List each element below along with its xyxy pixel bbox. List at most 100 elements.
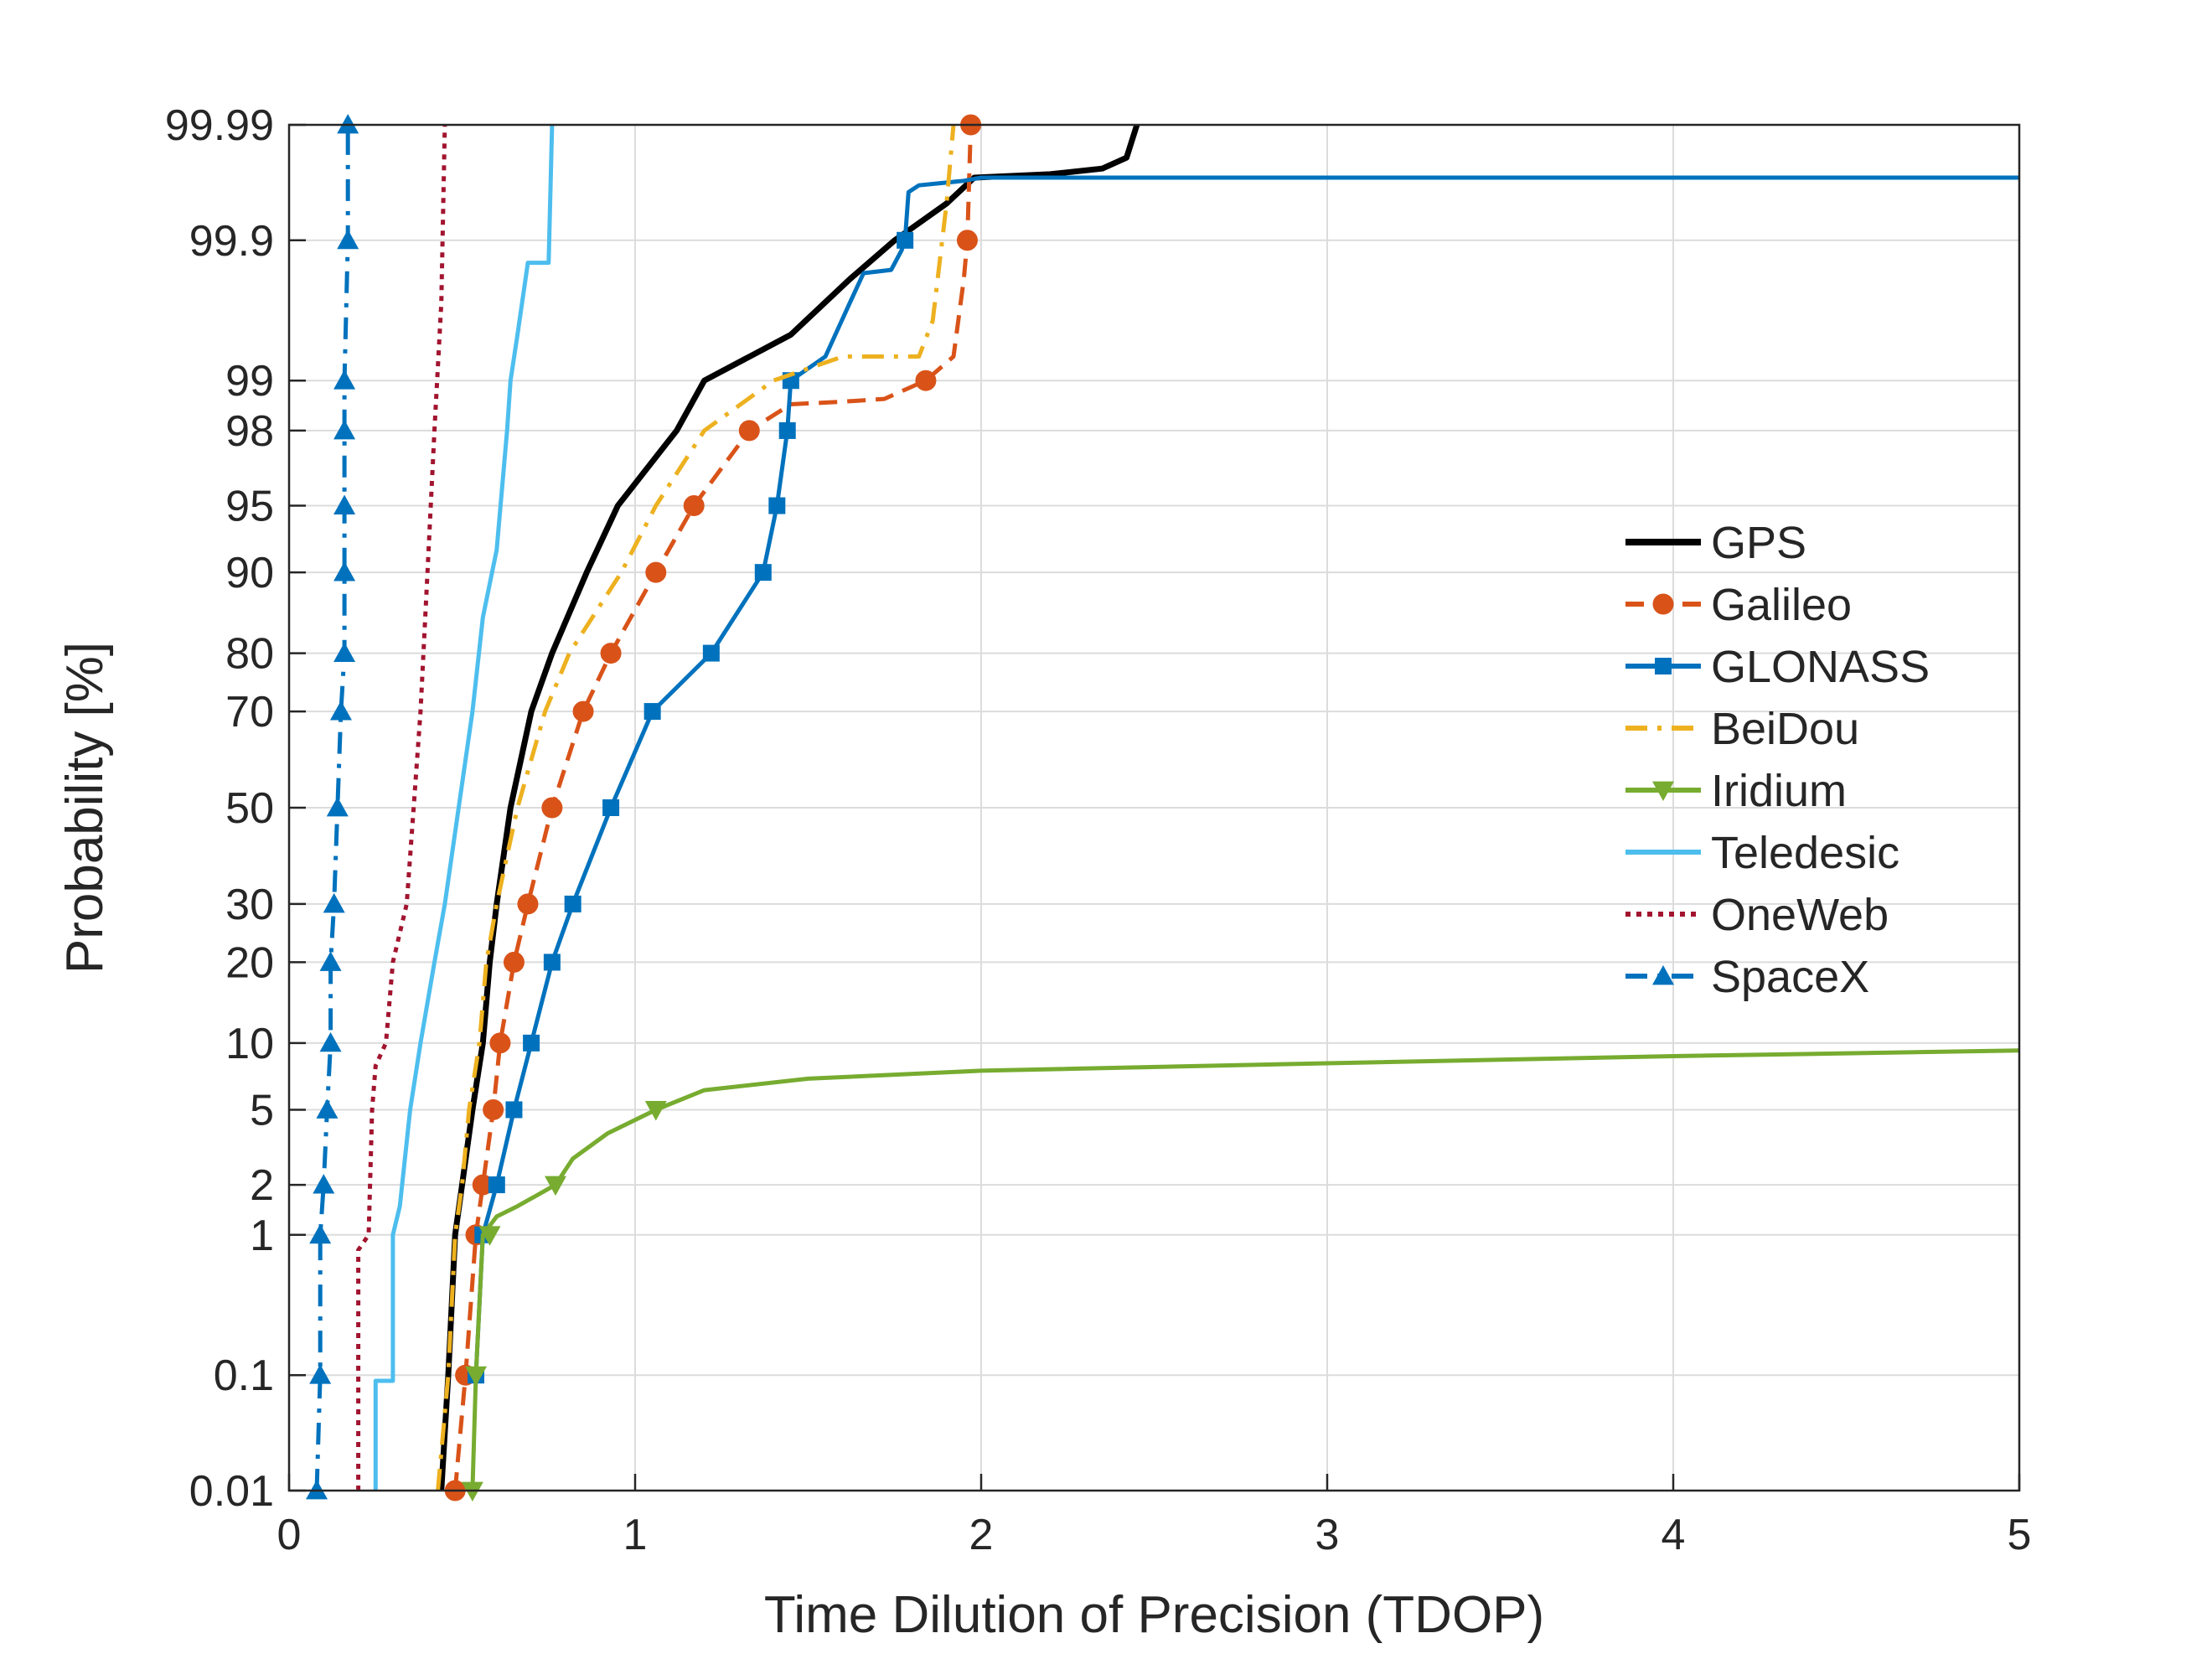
y-tick-label: 99 [225, 357, 274, 406]
legend-item-gps: GPS [1625, 518, 1806, 568]
data-point-galileo [645, 561, 667, 583]
data-point-spacex [333, 561, 356, 581]
data-point-spacex [326, 797, 349, 817]
data-point-glonass [778, 421, 796, 439]
series-spacex [306, 114, 359, 1500]
y-tick-label: 90 [225, 549, 274, 597]
data-point-spacex [319, 951, 342, 971]
data-point-iridium [465, 1366, 488, 1387]
legend-label: BeiDou [1711, 704, 1859, 754]
data-point-spacex [319, 1031, 342, 1052]
legend-label: Galileo [1711, 580, 1852, 630]
series-glonass [468, 175, 2019, 1384]
x-tick-label: 5 [2008, 1511, 2032, 1559]
data-point-galileo [541, 797, 563, 819]
data-point-galileo [489, 1032, 511, 1054]
data-point-glonass [602, 799, 620, 816]
data-point-galileo [503, 951, 525, 973]
legend-item-galileo: Galileo [1625, 580, 1852, 630]
legend-label: OneWeb [1711, 890, 1889, 940]
y-tick-label: 80 [225, 630, 274, 679]
data-point-galileo [517, 893, 539, 915]
y-tick-label: 98 [225, 407, 274, 456]
legend-item-iridium: Iridium [1625, 766, 1847, 816]
data-point-galileo [483, 1098, 504, 1120]
data-point-galileo [572, 700, 594, 722]
data-point-spacex [309, 1223, 332, 1244]
x-tick-label: 3 [1315, 1511, 1340, 1559]
legend-label: GLONASS [1711, 642, 1930, 692]
data-point-spacex [306, 1480, 328, 1500]
y-tick-label: 10 [225, 1020, 274, 1068]
data-point-glonass [643, 703, 661, 721]
data-point-spacex [329, 700, 352, 721]
y-tick-label: 20 [225, 938, 274, 987]
data-point-glonass [543, 954, 561, 971]
data-point-glonass [702, 644, 720, 662]
data-point-iridium [478, 1226, 501, 1246]
data-point-glonass [488, 1176, 505, 1194]
x-axis-ticks: 0 1 2 3 4 5 [277, 1474, 2032, 1559]
y-tick-label: 0.01 [189, 1467, 274, 1516]
y-tick-label: 70 [225, 688, 274, 736]
grid [289, 125, 2019, 1491]
y-tick-label: 99.99 [165, 101, 274, 150]
data-point-glonass [523, 1034, 540, 1052]
y-tick-label: 30 [225, 881, 274, 929]
y-tick-label: 99.9 [189, 217, 274, 266]
data-point-galileo [683, 495, 705, 517]
data-point-glonass [505, 1101, 523, 1119]
data-point-glonass [754, 564, 772, 581]
data-point-galileo [600, 643, 622, 664]
legend: GPS Galileo GLONASS BeiDou Iridium Teledesic O… [1625, 518, 1930, 1002]
series-line-galileo [452, 124, 974, 1491]
series-line-teledesic [373, 124, 555, 1491]
data-point-spacex [309, 1364, 332, 1384]
y-axis-label: Probability [%] [56, 642, 114, 974]
data-point-spacex [337, 114, 359, 134]
legend-item-beidou: BeiDou [1625, 704, 1859, 754]
data-point-spacex [316, 1098, 339, 1119]
data-point-spacex [333, 370, 356, 390]
y-tick-label: 95 [225, 483, 274, 531]
data-point-spacex [333, 642, 356, 662]
y-tick-label: 5 [250, 1086, 274, 1134]
series-lines [306, 114, 2020, 1501]
legend-item-spacex: SpaceX [1625, 952, 1869, 1002]
data-point-spacex [333, 494, 356, 514]
data-point-spacex [313, 1174, 335, 1194]
data-point-iridium [461, 1481, 483, 1501]
series-teledesic [373, 124, 555, 1491]
legend-item-oneweb: OneWeb [1625, 890, 1889, 940]
y-tick-label: 50 [225, 784, 274, 833]
series-line-spacex [314, 125, 350, 1491]
y-tick-label: 0.1 [214, 1351, 274, 1400]
legend-marker [1652, 593, 1674, 615]
y-tick-label: 1 [250, 1212, 274, 1260]
legend-label: SpaceX [1711, 952, 1869, 1002]
legend-item-teledesic: Teledesic [1625, 828, 1899, 878]
x-tick-label: 4 [1662, 1511, 1686, 1559]
data-point-galileo [915, 370, 937, 391]
legend-marker [1652, 781, 1674, 801]
data-point-iridium [545, 1176, 567, 1196]
data-point-glonass [768, 497, 786, 514]
series-iridium [461, 1048, 2020, 1501]
data-point-galileo [956, 230, 978, 251]
x-axis-label: Time Dilution of Precision (TDOP) [764, 1586, 1544, 1644]
legend-label: GPS [1711, 518, 1806, 568]
data-point-spacex [323, 892, 345, 913]
legend-marker [1655, 658, 1672, 674]
legend-marker [1652, 965, 1674, 985]
x-tick-label: 0 [277, 1511, 302, 1559]
data-point-iridium [644, 1101, 667, 1121]
legend-label: Teledesic [1711, 828, 1899, 878]
legend-label: Iridium [1711, 766, 1847, 816]
data-point-spacex [337, 229, 359, 250]
x-tick-label: 1 [623, 1511, 648, 1559]
y-tick-label: 2 [250, 1161, 274, 1210]
legend-item-glonass: GLONASS [1625, 642, 1930, 692]
